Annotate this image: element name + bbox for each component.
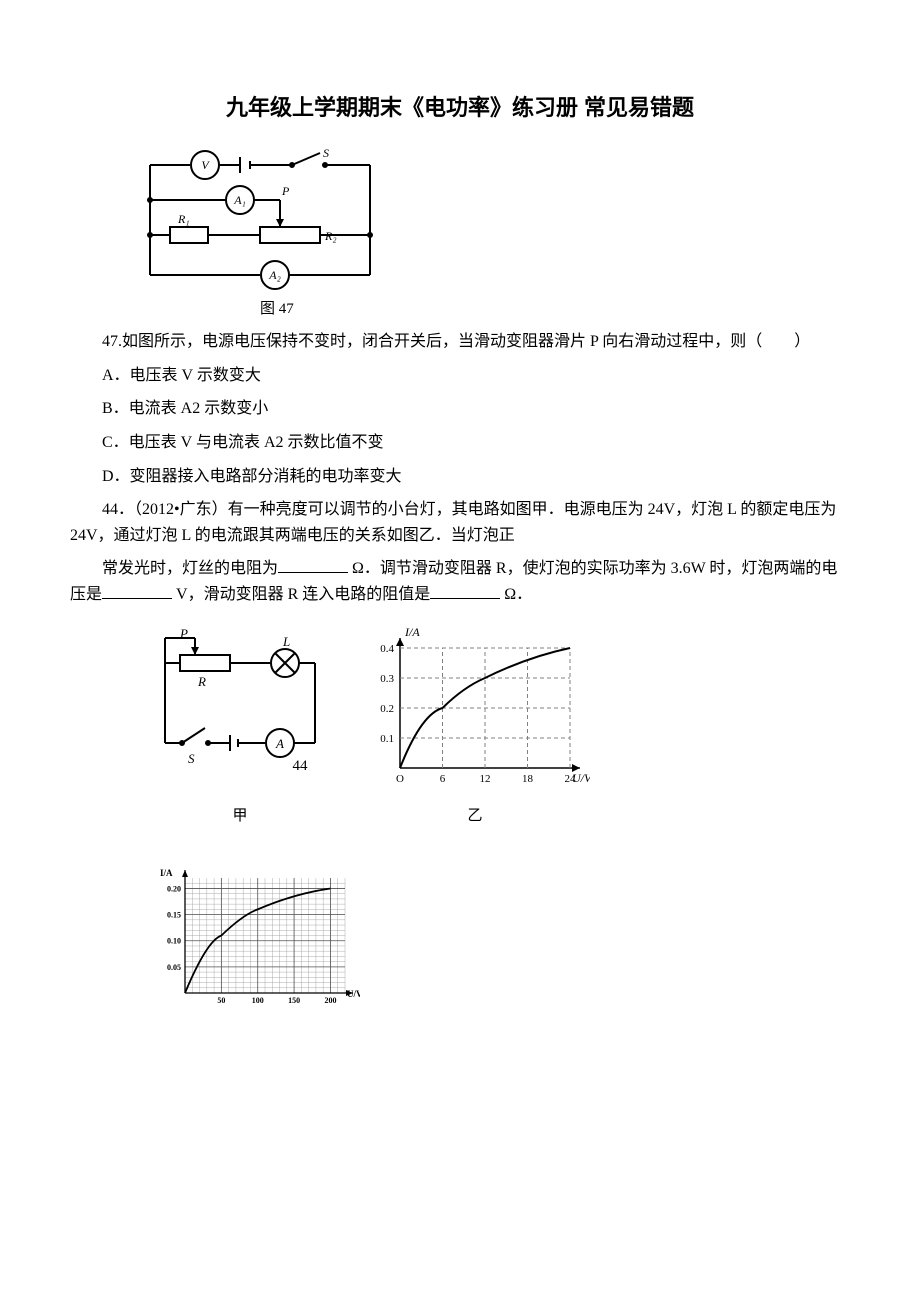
s-label: S bbox=[323, 146, 329, 160]
fig44-r-label: R bbox=[197, 674, 206, 689]
q44-stem2: 常发光时，灯丝的电阻为 Ω．调节滑动变阻器 R，使灯泡的实际功率为 3.6W 时… bbox=[70, 556, 850, 607]
figure-extra: I/A U/V 0.05 0.10 0.15 0.20 50 100 150 200 bbox=[150, 858, 850, 1018]
q47-choice-d: D．变阻器接入电路部分消耗的电功率变大 bbox=[70, 464, 850, 490]
q47-choice-c: C．电压表 V 与电流表 A2 示数比值不变 bbox=[70, 430, 850, 456]
figure-44-right-cap: 乙 bbox=[467, 804, 482, 828]
r1-label: R₁ bbox=[177, 212, 190, 226]
svg-text:24: 24 bbox=[565, 773, 577, 785]
blank-3 bbox=[430, 582, 500, 599]
figure-44-left: P R L S A 44 甲 bbox=[150, 628, 330, 828]
fig44-a-label: A bbox=[275, 736, 284, 751]
fig44-p-label: P bbox=[179, 628, 188, 641]
q47-choice-b: B．电流表 A2 示数变小 bbox=[70, 396, 850, 422]
q44-text-c: V，滑动变阻器 R 连入电路的阻值是 bbox=[176, 586, 430, 603]
svg-text:50: 50 bbox=[217, 996, 225, 1005]
fig44-l-label: L bbox=[282, 634, 290, 649]
p-label: P bbox=[281, 184, 290, 198]
svg-text:0.10: 0.10 bbox=[167, 936, 181, 945]
blank-1 bbox=[278, 556, 348, 573]
meter-a2-label: A₂ bbox=[268, 268, 281, 282]
figure-44: P R L S A 44 甲 I/AU/V0.10.20.30.4O612182… bbox=[150, 628, 850, 828]
svg-text:0.4: 0.4 bbox=[380, 643, 394, 655]
svg-text:100: 100 bbox=[252, 996, 264, 1005]
svg-text:U/V: U/V bbox=[347, 989, 360, 999]
svg-text:0.15: 0.15 bbox=[167, 910, 181, 919]
q47-stem: 47.如图所示，电源电压保持不变时，闭合开关后，当滑动变阻器滑片 P 向右滑动过… bbox=[70, 329, 850, 355]
svg-text:12: 12 bbox=[480, 773, 491, 785]
meter-a1-label: A₁ bbox=[233, 193, 246, 207]
svg-text:150: 150 bbox=[288, 996, 300, 1005]
q47-choice-a: A．电压表 V 示数变大 bbox=[70, 363, 850, 389]
svg-text:0.3: 0.3 bbox=[380, 673, 394, 685]
blank-2 bbox=[102, 582, 172, 599]
svg-text:0.2: 0.2 bbox=[380, 703, 394, 715]
svg-text:0.05: 0.05 bbox=[167, 962, 181, 971]
svg-text:I/A: I/A bbox=[404, 628, 420, 639]
q44-text-a: 常发光时，灯丝的电阻为 bbox=[102, 560, 278, 577]
svg-text:0.1: 0.1 bbox=[380, 733, 394, 745]
fig44-s-label: S bbox=[188, 751, 195, 766]
figure-44-right: I/AU/V0.10.20.30.4O6121824 乙 bbox=[360, 628, 590, 828]
svg-text:I/A: I/A bbox=[160, 868, 173, 878]
figure-47: V A₁ A₂ R₁ R₂ P S 图 47 bbox=[130, 145, 850, 321]
figure-44-number: 44 bbox=[293, 754, 308, 778]
figure-44-left-cap: 甲 bbox=[232, 804, 247, 828]
svg-text:18: 18 bbox=[522, 773, 534, 785]
svg-text:6: 6 bbox=[440, 773, 446, 785]
svg-text:0.20: 0.20 bbox=[167, 884, 181, 893]
q44-stem1: 44．（2012•广东）有一种亮度可以调节的小台灯，其电路如图甲．电源电压为 2… bbox=[70, 497, 850, 548]
page-title: 九年级上学期期末《电功率》练习册 常见易错题 bbox=[70, 90, 850, 125]
r2-label: R₂ bbox=[324, 229, 337, 243]
svg-text:200: 200 bbox=[324, 996, 336, 1005]
svg-text:O: O bbox=[396, 773, 404, 785]
figure-47-caption: 图 47 bbox=[260, 297, 850, 321]
q44-text-d: Ω． bbox=[504, 586, 532, 603]
